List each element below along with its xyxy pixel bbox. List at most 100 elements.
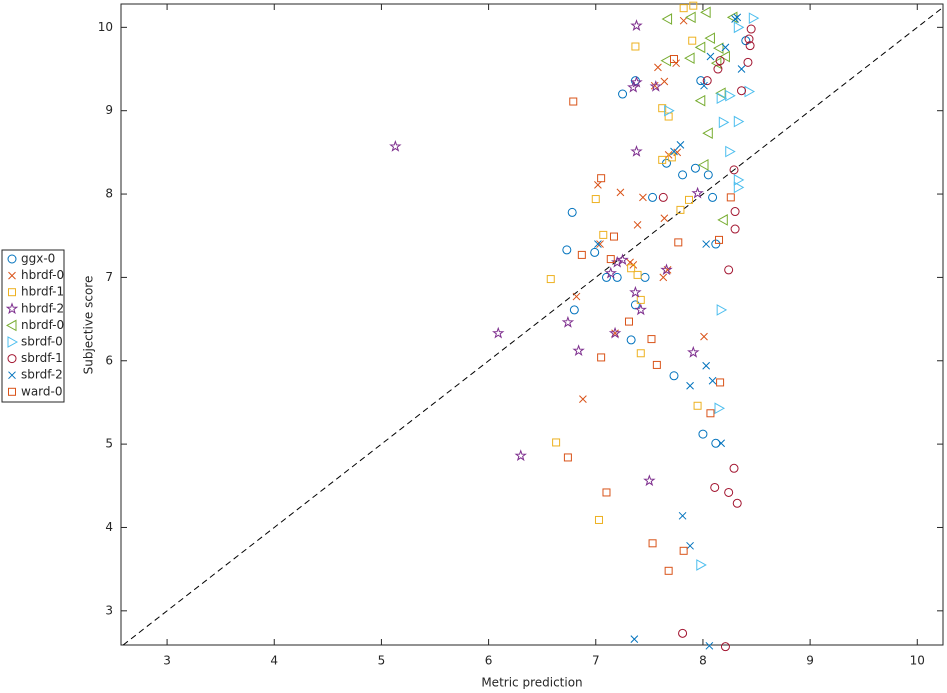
data-point	[694, 94, 706, 107]
data-point	[514, 449, 527, 462]
data-point	[627, 80, 640, 93]
identity-line	[122, 6, 944, 646]
data-point	[715, 235, 724, 244]
data-point	[604, 266, 617, 279]
data-point	[669, 371, 679, 381]
data-point	[590, 247, 600, 257]
x-tick-label: 7	[592, 654, 600, 668]
data-point	[746, 24, 756, 34]
y-tick-label: 9	[105, 103, 113, 117]
data-point	[563, 453, 572, 462]
data-point	[658, 104, 667, 113]
x-tick-label: 5	[378, 654, 386, 668]
data-point	[650, 81, 659, 90]
data-point	[712, 42, 724, 55]
x-tick-label: 6	[485, 654, 493, 668]
data-point	[702, 127, 713, 140]
data-point	[552, 438, 561, 447]
data-point	[702, 76, 712, 86]
data-point	[618, 89, 628, 99]
data-point	[654, 63, 662, 72]
data-point	[389, 140, 402, 152]
data-point	[630, 145, 643, 157]
data-point	[704, 32, 715, 45]
data-point	[596, 240, 604, 248]
data-point	[561, 315, 575, 328]
data-point	[676, 205, 685, 214]
y-tick-label: 6	[105, 353, 113, 367]
data-point	[630, 635, 639, 644]
data-point	[733, 115, 745, 128]
x-tick-label: 8	[699, 654, 707, 668]
data-point	[601, 272, 611, 282]
data-point	[716, 378, 725, 387]
data-point	[627, 264, 636, 273]
data-point	[684, 52, 695, 65]
legend-marker	[5, 319, 17, 332]
data-point	[694, 41, 706, 54]
data-point	[599, 230, 608, 239]
data-point	[597, 174, 606, 183]
data-point	[717, 439, 726, 448]
data-point	[744, 34, 754, 44]
y-tick-label: 4	[105, 520, 113, 534]
data-point	[674, 238, 683, 247]
data-point	[708, 192, 718, 202]
data-point	[577, 250, 586, 259]
data-point	[616, 188, 625, 197]
data-point	[569, 305, 579, 315]
data-point	[685, 11, 696, 24]
legend-marker	[8, 371, 16, 380]
data-point	[730, 224, 740, 234]
data-point	[725, 89, 736, 102]
data-point	[696, 559, 707, 571]
data-point	[664, 566, 673, 575]
data-point	[579, 395, 587, 403]
data-point	[698, 429, 708, 439]
legend-marker	[8, 271, 16, 280]
data-point	[689, 1, 698, 10]
data-point	[664, 104, 675, 117]
legend-marker	[7, 336, 19, 348]
data-point	[706, 409, 715, 418]
data-point	[606, 255, 615, 264]
data-point	[691, 186, 704, 199]
data-point	[706, 52, 715, 61]
legend-marker	[7, 354, 17, 364]
data-point	[685, 195, 694, 204]
data-point	[660, 263, 673, 276]
data-point	[686, 541, 694, 550]
data-point	[659, 273, 668, 282]
data-point	[562, 245, 572, 255]
data-point	[594, 181, 602, 189]
x-tick-label: 3	[163, 654, 171, 668]
data-point	[636, 349, 645, 358]
data-point	[631, 42, 640, 51]
data-point	[688, 36, 697, 45]
data-point	[670, 147, 678, 156]
data-point	[660, 214, 669, 223]
data-point	[708, 376, 717, 385]
data-point	[572, 292, 581, 301]
data-point	[731, 15, 739, 23]
data-point	[661, 13, 673, 25]
data-point	[693, 401, 702, 410]
data-point	[702, 240, 711, 248]
data-point	[713, 64, 723, 74]
data-point	[591, 195, 600, 204]
legend-label: sbrdf-0	[21, 335, 63, 349]
data-point	[733, 21, 745, 34]
data-point	[697, 159, 709, 171]
data-point	[719, 50, 730, 63]
data-point	[721, 43, 730, 52]
data-point	[700, 332, 708, 341]
data-point	[649, 79, 662, 92]
data-point	[686, 381, 694, 390]
data-point	[597, 353, 606, 362]
data-point	[696, 76, 706, 86]
data-point	[678, 511, 687, 520]
data-point	[724, 487, 734, 497]
data-point	[733, 181, 745, 194]
data-point	[670, 55, 679, 64]
